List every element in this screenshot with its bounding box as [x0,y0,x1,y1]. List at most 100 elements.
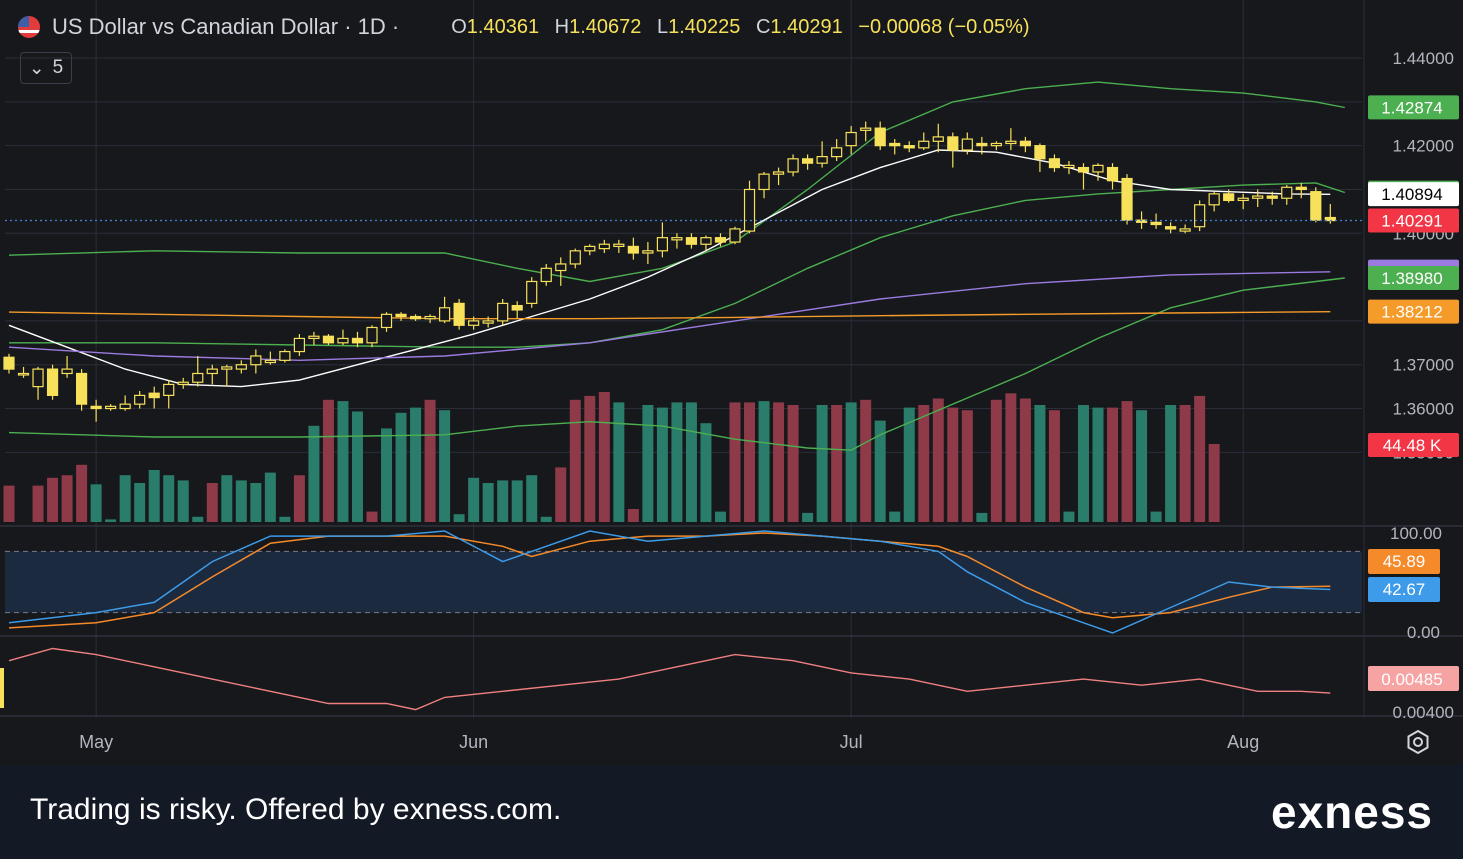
candle-body-down [1121,177,1133,221]
candle-body-down [351,337,364,344]
candle-body-down [627,245,639,254]
stoch-k-badge [1368,577,1440,602]
volume-bar [410,407,422,522]
candle-body-down [685,237,698,245]
brand-logo[interactable]: exness [1270,786,1433,838]
candle-body-up [221,366,233,370]
oscillator-axis-tick: 0.00400 [1393,703,1454,722]
volume-bar [1034,405,1046,522]
candle-body-down [395,313,407,318]
price-label-text: 1.38212 [1381,303,1442,322]
volume-bar [874,420,886,522]
price-axis-tick: 1.42000 [1393,137,1454,156]
volume-bar [642,405,654,522]
volume-bar [1077,405,1089,522]
price-axis-tick: 1.36000 [1393,400,1454,419]
volume-bar [569,399,581,522]
stoch-d-text: 45.89 [1383,552,1426,571]
candle-body-up [700,237,712,245]
candle-body-up [540,267,552,283]
volume-bar [468,477,480,522]
indicators-toggle-button[interactable]: ⌄ 5 [20,52,72,84]
volume-bar [322,399,334,522]
oscillator-line [8,647,1331,711]
close-label: C [755,15,771,38]
price-label-badge [1368,95,1459,120]
candle-body-up [206,368,218,375]
candle-body-up [177,381,189,386]
volume-bar [802,512,814,522]
price-label-badge [1368,182,1459,207]
candle-body-up [279,350,291,361]
volume-bar [627,509,639,522]
volume-bar [526,475,538,522]
x-axis-label: May [79,732,113,752]
volume-bar [1208,444,1220,522]
close-value: 1.40291 [770,15,843,38]
volume-bar [3,485,15,522]
volume-bar [831,405,843,522]
candle-body-up [932,136,944,142]
volume-bar [250,483,262,522]
candle-body-up [656,237,669,252]
x-axis-label: Aug [1227,732,1259,752]
volume-bar [773,402,785,522]
volume-bar [453,514,465,522]
candle-body-up [105,405,117,410]
candle-body-down [874,127,886,147]
volume-bar [1005,393,1017,522]
candle-body-up [468,320,480,326]
volume-bar [1048,410,1060,522]
volume-bar [395,412,407,522]
chart-area[interactable]: 1.440001.420001.400001.370001.360001.350… [0,0,1463,765]
low-value: 1.40225 [668,15,741,38]
volume-bar [685,402,697,522]
candle-body-up [250,355,262,366]
candle-body-up [598,243,610,250]
line-bb_lower [8,277,1345,451]
candle-body-down [1150,221,1162,226]
candle-body-up [337,337,349,344]
open-value: 1.40361 [466,15,540,38]
candle-body-up [264,359,276,364]
candle-body-up [1063,164,1075,169]
candle-body-down [1310,191,1322,221]
candle-body-up [816,156,828,164]
candle-body-up [17,372,30,376]
candle-body-up [1092,164,1104,173]
volume-bar [119,475,131,522]
candle-body-up [1252,195,1264,199]
volume-bar [656,407,668,522]
price-chart[interactable]: 1.440001.420001.400001.370001.360001.350… [0,0,1463,765]
volume-bar [482,483,494,522]
high-label: H [554,15,570,38]
volume-bar [860,399,872,522]
price-label-badge [1368,299,1459,324]
volume-bar [32,485,44,522]
candle-body-down [90,405,102,410]
symbol-title: US Dollar vs Canadian Dollar · 1D · [52,14,400,39]
volume-bar [1194,395,1206,522]
candle-body-up [482,320,494,324]
volume-bar [148,470,160,522]
volume-bar [337,401,349,522]
candle-body-up [569,250,581,265]
volume-bar [134,483,146,522]
candle-body-up [845,131,857,147]
candle-body-up [555,263,567,272]
volume-bar [961,410,973,522]
candle-body-up [729,228,741,243]
volume-bar [671,402,683,522]
volume-bar [206,483,218,522]
candle-body-up [1237,197,1249,202]
change-value: −0.00068 (−0.05%) [858,15,1030,38]
volume-bar [1150,511,1162,522]
volume-bar [192,516,204,522]
stoch-axis-bottom: 0.00 [1407,623,1440,642]
price-axis-tick: 1.44000 [1393,49,1454,68]
volume-bar [613,402,625,522]
price-label-text: 1.38980 [1381,269,1442,288]
volume-bar [1165,405,1177,522]
candle-body-down [903,145,915,149]
settings-icon[interactable] [1405,729,1431,755]
